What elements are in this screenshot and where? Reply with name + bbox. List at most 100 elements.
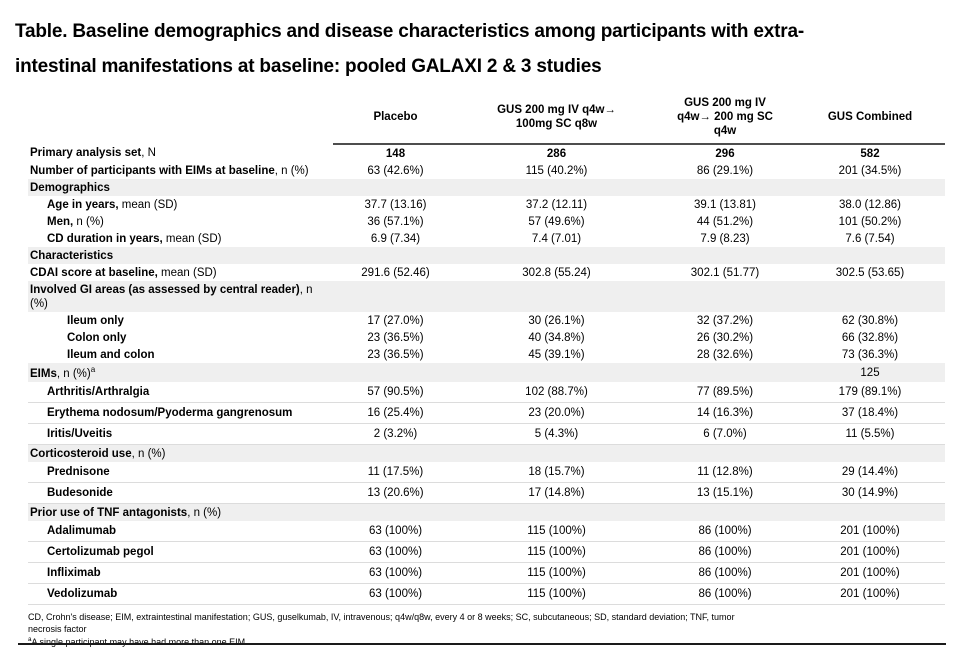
cell-value: 63 (100%) bbox=[368, 567, 423, 580]
row-label: CD duration in years, mean (SD) bbox=[47, 232, 222, 245]
cell-value: 37.2 (12.11) bbox=[525, 198, 588, 211]
cell-value bbox=[795, 504, 945, 522]
row-label: Prior use of TNF antagonists, n (%) bbox=[30, 506, 222, 519]
table-row: Erythema nodosum/Pyoderma gangrenosum 16 … bbox=[28, 403, 945, 424]
cell-value: 115 (100%) bbox=[527, 525, 586, 538]
cell-value: 7.9 (8.23) bbox=[700, 232, 750, 245]
cell-value bbox=[333, 504, 458, 522]
table-body: Primary analysis set, N 148 286 296 582 Numbe… bbox=[28, 144, 945, 605]
cell-value: 63 (42.6%) bbox=[367, 164, 424, 177]
cell-value: 11 (5.5%) bbox=[845, 428, 895, 441]
footnote-marker: a bbox=[90, 364, 96, 374]
cell-value: 115 (100%) bbox=[527, 588, 586, 601]
table-row: CDAI score at baseline, mean (SD) 291.6 (… bbox=[28, 264, 945, 281]
cell-value: 13 (15.1%) bbox=[696, 487, 754, 500]
cell-value: 26 (30.2%) bbox=[696, 331, 754, 344]
cell-value bbox=[795, 179, 945, 196]
row-label: Corticosteroid use, n (%) bbox=[30, 447, 166, 460]
cell-value bbox=[333, 363, 458, 382]
cell-value bbox=[795, 281, 945, 312]
row-label: Demographics bbox=[30, 181, 110, 194]
row-label: Prednisone bbox=[47, 466, 110, 479]
cell-value bbox=[458, 504, 655, 522]
cell-value: 86 (29.1%) bbox=[696, 164, 754, 177]
row-label: Men, n (%) bbox=[47, 215, 104, 228]
cell-value: 66 (32.8%) bbox=[841, 331, 899, 344]
table-row: Prednisone 11 (17.5%) 18 (15.7%) 11 (12.8%)… bbox=[28, 462, 945, 483]
table-row: Certolizumab pegol 63 (100%) 115 (100%) 86 … bbox=[28, 542, 945, 563]
row-label: Ileum and colon bbox=[67, 348, 155, 361]
cell-value: 201 (100%) bbox=[840, 588, 900, 601]
cell-value bbox=[655, 281, 795, 312]
table-row: Budesonide 13 (20.6%) 17 (14.8%) 13 (15.1%)… bbox=[28, 483, 945, 504]
section-row: Involved GI areas (as assessed by centra… bbox=[28, 281, 945, 313]
row-label: Vedolizumab bbox=[47, 588, 118, 601]
cell-value: 101 (50.2%) bbox=[838, 215, 902, 228]
cell-value: 2 (3.2%) bbox=[373, 428, 418, 441]
cell-value: 86 (100%) bbox=[698, 567, 752, 580]
table-row: Age in years, mean (SD) 37.7 (13.16) 37.2 … bbox=[28, 196, 945, 213]
row-label: Infliximab bbox=[47, 567, 101, 580]
cell-value: 73 (36.3%) bbox=[841, 348, 899, 361]
cell-value: 63 (100%) bbox=[368, 546, 423, 559]
cell-value: 62 (30.8%) bbox=[841, 314, 899, 327]
cell-value: 5 (4.3%) bbox=[534, 428, 579, 441]
cell-value: 30 (26.1%) bbox=[528, 314, 585, 327]
cell-value: 37.7 (13.16) bbox=[364, 198, 427, 211]
cell-value: 86 (100%) bbox=[698, 546, 752, 559]
row-label: Characteristics bbox=[30, 249, 114, 262]
cell-value bbox=[795, 445, 945, 463]
baseline-characteristics-table: Placebo GUS 200 mg IV q4w→ 100mg SC q8w … bbox=[28, 94, 945, 605]
cell-value: 125 bbox=[860, 366, 880, 379]
cell-value: 30 (14.9%) bbox=[841, 487, 899, 500]
cell-value: 32 (37.2%) bbox=[696, 314, 754, 327]
cell-value: 86 (100%) bbox=[698, 588, 752, 601]
header-row: Placebo GUS 200 mg IV q4w→ 100mg SC q8w … bbox=[28, 94, 945, 146]
table-row: Adalimumab 63 (100%) 115 (100%) 86 (100%) 20… bbox=[28, 521, 945, 542]
cell-value: 63 (100%) bbox=[368, 588, 423, 601]
cell-value: 201 (100%) bbox=[840, 546, 900, 559]
cell-value: 37 (18.4%) bbox=[841, 407, 899, 420]
cell-value: 29 (14.4%) bbox=[841, 466, 899, 479]
column-header-spacer bbox=[28, 94, 333, 144]
table-row: Primary analysis set, N 148 286 296 582 bbox=[28, 144, 945, 162]
table-row: Arthritis/Arthralgia 57 (90.5%) 102 (88.7%… bbox=[28, 382, 945, 403]
cell-value: 302.1 (51.77) bbox=[690, 266, 760, 279]
section-row: Corticosteroid use, n (%) bbox=[28, 444, 945, 463]
column-header-gus-q8w: GUS 200 mg IV q4w→ 100mg SC q8w bbox=[458, 94, 655, 146]
cell-value bbox=[333, 247, 458, 264]
cell-value: 302.8 (55.24) bbox=[522, 266, 591, 279]
section-row: Prior use of TNF antagonists, n (%) bbox=[28, 503, 945, 522]
cell-value: 39.1 (13.81) bbox=[693, 198, 756, 211]
table-row: Ileum only 17 (27.0%) 30 (26.1%) 32 (37.2%)… bbox=[28, 312, 945, 329]
cell-value bbox=[655, 247, 795, 264]
cell-value: 17 (14.8%) bbox=[528, 487, 585, 500]
cell-value: 582 bbox=[860, 147, 880, 160]
bottom-divider bbox=[18, 643, 946, 645]
section-row: Characteristics bbox=[28, 247, 945, 265]
cell-value bbox=[458, 363, 655, 382]
cell-value: 7.4 (7.01) bbox=[531, 232, 582, 245]
row-label: CDAI score at baseline, mean (SD) bbox=[30, 266, 217, 279]
row-label: Involved GI areas (as assessed by centra… bbox=[30, 283, 313, 310]
column-header-placebo: Placebo bbox=[333, 94, 458, 146]
cell-value bbox=[655, 179, 795, 196]
cell-value: 115 (100%) bbox=[527, 567, 586, 580]
cell-value: 17 (27.0%) bbox=[367, 314, 424, 327]
cell-value: 44 (51.2%) bbox=[696, 215, 754, 228]
footnote-a-text: A single participant may have had more t… bbox=[31, 636, 246, 647]
row-label: Iritis/Uveitis bbox=[47, 428, 113, 441]
cell-value bbox=[333, 179, 458, 196]
table-row: Infliximab 63 (100%) 115 (100%) 86 (100%) 20… bbox=[28, 563, 945, 584]
row-label: Budesonide bbox=[47, 487, 113, 500]
cell-value: 11 (17.5%) bbox=[367, 466, 424, 479]
column-header-gus-combined: GUS Combined bbox=[795, 94, 945, 146]
section-row: EIMs, n (%)a 125 bbox=[28, 363, 945, 383]
cell-value: 77 (89.5%) bbox=[696, 386, 754, 399]
row-label: Adalimumab bbox=[47, 525, 117, 538]
table-row: Number of participants with EIMs at base… bbox=[28, 162, 945, 179]
cell-value: 201 (100%) bbox=[840, 525, 900, 538]
cell-value bbox=[458, 247, 655, 264]
table-row: Ileum and colon 23 (36.5%) 45 (39.1%) 28 (3… bbox=[28, 346, 945, 363]
